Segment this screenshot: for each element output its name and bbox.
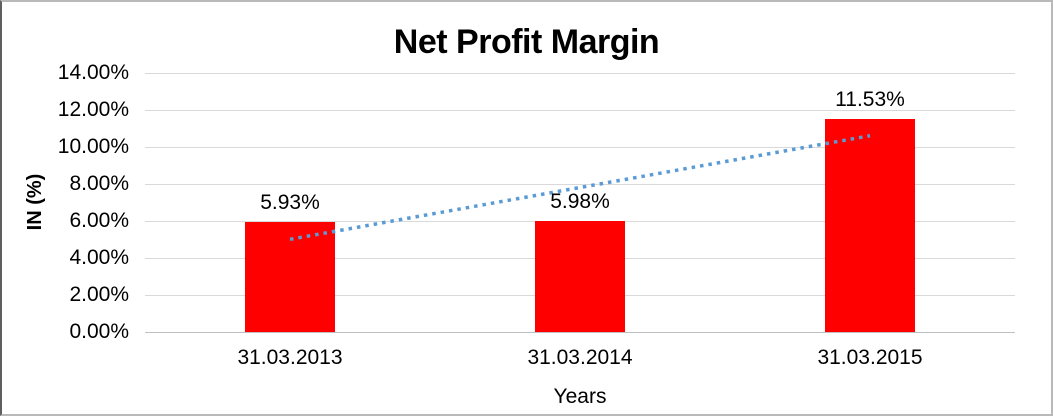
x-tick-label: 31.03.2014 <box>527 346 633 369</box>
gridline <box>145 73 1015 74</box>
plot-area <box>145 73 1015 333</box>
y-tick-label: 8.00% <box>69 172 129 195</box>
y-tick-label: 10.00% <box>57 135 129 158</box>
x-axis-title: Years <box>553 385 607 408</box>
y-tick-label: 6.00% <box>69 209 129 232</box>
y-tick-label: 14.00% <box>57 61 129 84</box>
bar <box>245 222 335 332</box>
y-tick-label: 4.00% <box>69 246 129 269</box>
bar-data-label: 5.98% <box>550 190 610 214</box>
bar <box>535 221 625 332</box>
y-tick-label: 0.00% <box>69 320 129 343</box>
y-tick-label: 12.00% <box>57 98 129 121</box>
bar-data-label: 5.93% <box>260 191 320 215</box>
bar-data-label: 11.53% <box>835 87 905 111</box>
gridline <box>145 110 1015 111</box>
bar <box>825 118 915 332</box>
chart-title: Net Profit Margin <box>393 23 660 61</box>
gridline <box>145 184 1015 185</box>
x-tick-label: 31.03.2015 <box>817 346 923 369</box>
gridline <box>145 147 1015 148</box>
y-tick-label: 2.00% <box>69 283 129 306</box>
x-tick-label: 31.03.2013 <box>237 346 343 369</box>
trendline-path <box>289 133 871 242</box>
